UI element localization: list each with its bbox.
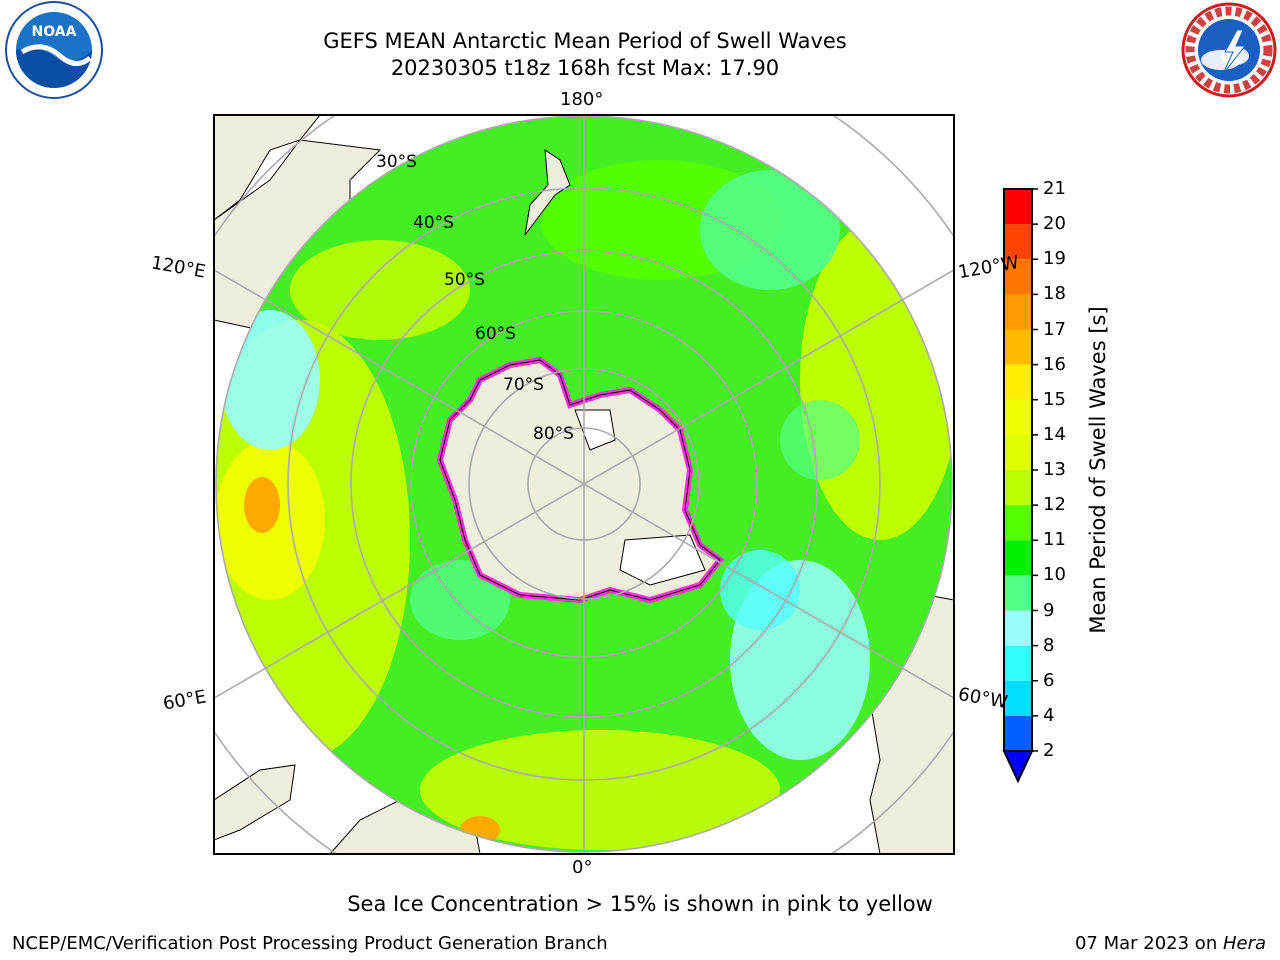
map-frame xyxy=(213,114,955,855)
colorbar-band xyxy=(1004,364,1032,400)
colorbar-under-arrow xyxy=(1002,750,1034,784)
colorbar-band xyxy=(1004,189,1032,225)
colorbar-tick-label: 19 xyxy=(1043,248,1066,270)
colorbar-band xyxy=(1004,224,1032,260)
colorbar-band xyxy=(1004,645,1032,681)
colorbar-tick-label: 20 xyxy=(1043,213,1066,235)
map-subtitle: 20230305 t18z 168h fcst Max: 17.90 xyxy=(390,56,780,80)
longitude-grid xyxy=(214,115,954,854)
colorbar-tick-label: 6 xyxy=(1043,669,1055,691)
footer-date: 07 Mar 2023 on Hera xyxy=(1075,933,1266,954)
colorbar-tick-label: 8 xyxy=(1043,634,1055,656)
colorbar-ticks xyxy=(1032,188,1038,752)
lon-label-0: 0° xyxy=(572,857,593,878)
colorbar-tick-label: 2 xyxy=(1043,740,1055,761)
footer-host: Hera xyxy=(1222,933,1266,954)
colorbar-band xyxy=(1004,610,1032,646)
colorbar-tick-label: 16 xyxy=(1043,353,1066,375)
colorbar-band xyxy=(1004,329,1032,365)
colorbar-band xyxy=(1004,470,1032,506)
lon-label-180: 180° xyxy=(560,89,604,110)
lat-label-60s: 60°S xyxy=(475,324,516,344)
colorbar-tick-label: 14 xyxy=(1043,423,1066,445)
noaa-logo-text: NOAA xyxy=(32,24,77,40)
lat-label-50s: 50°S xyxy=(444,270,485,290)
colorbar-tick-label: 21 xyxy=(1043,178,1066,199)
colorbar-tick-label: 11 xyxy=(1043,529,1066,551)
footer-credit: NCEP/EMC/Verification Post Processing Pr… xyxy=(12,933,608,954)
land-madagascar xyxy=(214,764,296,841)
map-title: GEFS MEAN Antarctic Mean Period of Swell… xyxy=(323,29,847,53)
colorbar-tick-label: 17 xyxy=(1043,318,1066,340)
colorbar-tick-label: 4 xyxy=(1043,704,1055,726)
lat-label-80s: 80°S xyxy=(533,424,574,444)
colorbar-tick-label: 15 xyxy=(1043,388,1066,410)
colorbar-band xyxy=(1004,540,1032,576)
colorbar-band xyxy=(1004,715,1032,751)
colorbar-band xyxy=(1004,434,1032,470)
nws-logo xyxy=(1181,2,1277,98)
colorbar xyxy=(1004,189,1032,751)
lat-label-40s: 40°S xyxy=(413,213,454,233)
colorbar-tick-label: 13 xyxy=(1043,459,1066,480)
colorbar-band xyxy=(1004,680,1032,716)
colorbar-title: Mean Period of Swell Waves [s] xyxy=(1086,306,1110,634)
colorbar-tick-label: 9 xyxy=(1043,599,1055,621)
noaa-logo: NOAA xyxy=(5,1,103,99)
lat-label-30s: 30°S xyxy=(376,152,417,172)
colorbar-band xyxy=(1004,294,1032,330)
colorbar-band xyxy=(1004,259,1032,295)
colorbar-tick-label: 12 xyxy=(1043,494,1066,516)
colorbar-tick-label: 18 xyxy=(1043,283,1066,305)
land-australia-west xyxy=(214,115,321,221)
colorbar-band xyxy=(1004,505,1032,541)
colorbar-band xyxy=(1004,399,1032,435)
lat-label-70s: 70°S xyxy=(503,375,544,395)
colorbar-band xyxy=(1004,575,1032,611)
colorbar-tick-label: 10 xyxy=(1043,564,1066,586)
ross-ice-shelf xyxy=(574,409,616,451)
footer-date-text: 07 Mar 2023 on xyxy=(1074,933,1223,954)
weddell-ice-shelf xyxy=(619,534,706,586)
sea-ice-caption: Sea Ice Concentration > 15% is shown in … xyxy=(347,892,933,916)
